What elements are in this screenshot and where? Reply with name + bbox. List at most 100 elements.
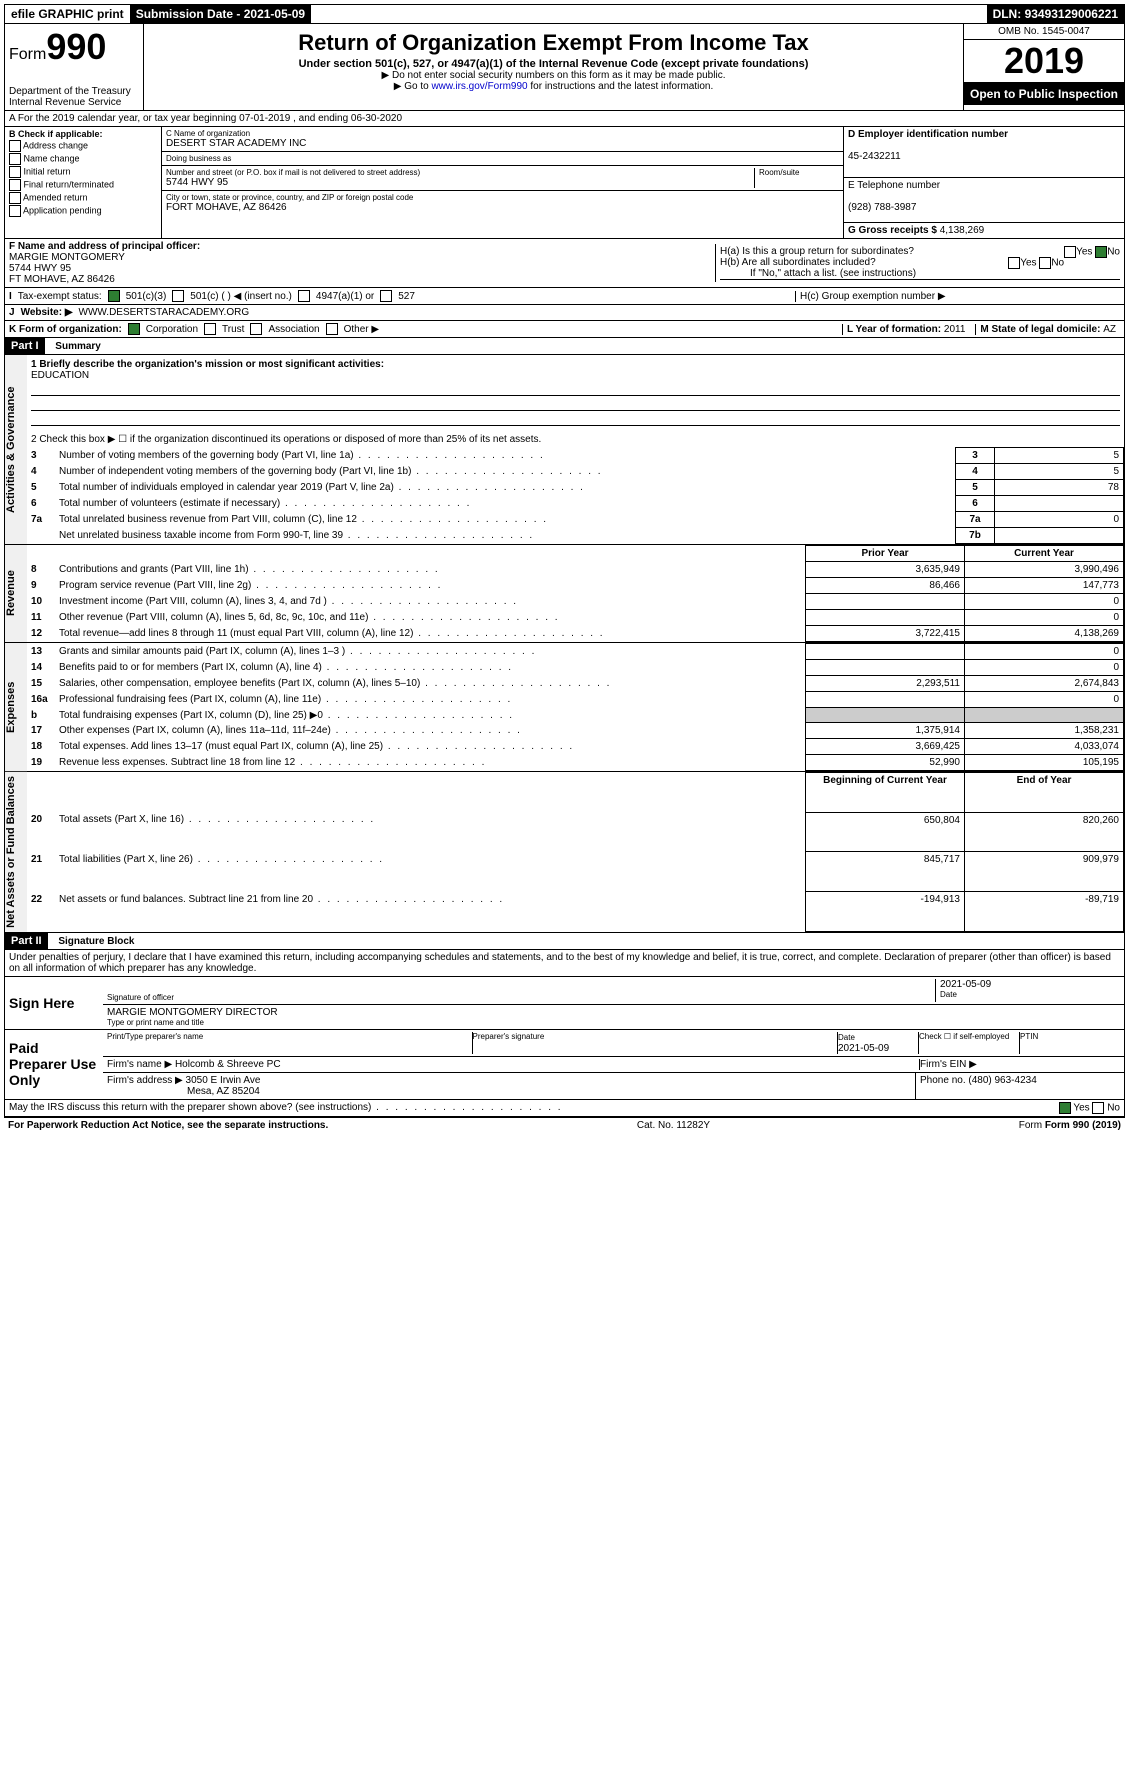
check-527[interactable] xyxy=(380,290,392,302)
table-row: 14 Benefits paid to or for members (Part… xyxy=(27,660,1124,676)
tax-year: 2019 xyxy=(964,40,1124,83)
gross-receipts-value: 4,138,269 xyxy=(940,225,985,236)
check-association[interactable] xyxy=(250,323,262,335)
part-ii-title: Signature Block xyxy=(50,936,134,947)
check-name-change[interactable]: Name change xyxy=(9,153,157,165)
table-row: 4 Number of independent voting members o… xyxy=(27,464,1124,480)
firm-address-1: 3050 E Irwin Ave xyxy=(186,1075,261,1086)
ein-cell: D Employer identification number 45-2432… xyxy=(844,127,1124,178)
discuss-with-preparer: May the IRS discuss this return with the… xyxy=(4,1100,1125,1117)
table-row: 13 Grants and similar amounts paid (Part… xyxy=(27,644,1124,660)
net-assets-table: Beginning of Current Year End of Year20 … xyxy=(27,772,1124,932)
phone-value: (928) 788-3987 xyxy=(848,202,916,213)
form-title: Return of Organization Exempt From Incom… xyxy=(148,30,959,56)
check-application-pending[interactable]: Application pending xyxy=(9,205,157,217)
street-address: 5744 HWY 95 xyxy=(166,177,754,188)
street-cell: Number and street (or P.O. box if mail i… xyxy=(162,166,843,191)
vert-expenses: Expenses xyxy=(5,643,27,771)
website-value: WWW.DESERTSTARACADEMY.ORG xyxy=(79,307,250,318)
check-other[interactable] xyxy=(326,323,338,335)
table-row: Net unrelated business taxable income fr… xyxy=(27,528,1124,544)
check-amended-return[interactable]: Amended return xyxy=(9,192,157,204)
part-ii-header: Part II xyxy=(5,933,48,949)
table-row: b Total fundraising expenses (Part IX, c… xyxy=(27,708,1124,723)
table-row: 8 Contributions and grants (Part VIII, l… xyxy=(27,562,1124,578)
tax-exempt-status: I Tax-exempt status: 501(c)(3) 501(c) ( … xyxy=(4,288,1125,305)
firm-address-2: Mesa, AZ 85204 xyxy=(107,1086,260,1097)
check-trust[interactable] xyxy=(204,323,216,335)
vert-revenue: Revenue xyxy=(5,545,27,642)
table-row: 12 Total revenue—add lines 8 through 11 … xyxy=(27,626,1124,642)
form-subtitle: Under section 501(c), 527, or 4947(a)(1)… xyxy=(148,58,959,70)
check-4947[interactable] xyxy=(298,290,310,302)
year-formation: L Year of formation: 2011 xyxy=(842,324,969,335)
table-row: 7a Total unrelated business revenue from… xyxy=(27,512,1124,528)
omb-number: OMB No. 1545-0047 xyxy=(964,24,1124,40)
check-corporation[interactable] xyxy=(128,323,140,335)
org-name-cell: C Name of organization DESERT STAR ACADE… xyxy=(162,127,843,152)
ssn-note: ▶ Do not enter social security numbers o… xyxy=(148,70,959,81)
check-initial-return[interactable]: Initial return xyxy=(9,166,157,178)
firm-name: Holcomb & Shreeve PC xyxy=(175,1059,281,1070)
revenue-table: Prior Year Current Year8 Contributions a… xyxy=(27,545,1124,642)
row-a-period: A For the 2019 calendar year, or tax yea… xyxy=(4,111,1125,127)
firm-ein-label: Firm's EIN ▶ xyxy=(920,1059,1120,1070)
top-bar: efile GRAPHIC print Submission Date - 20… xyxy=(4,4,1125,24)
col-b-checkboxes: B Check if applicable: Address change Na… xyxy=(5,127,162,238)
principal-officer: F Name and address of principal officer:… xyxy=(5,239,709,287)
group-exemption: H(c) Group exemption number ▶ xyxy=(795,291,1120,302)
firm-phone: (480) 963-4234 xyxy=(968,1075,1036,1086)
discuss-no[interactable] xyxy=(1092,1102,1104,1114)
dba-cell: Doing business as xyxy=(162,152,843,166)
dept-treasury: Department of the Treasury Internal Reve… xyxy=(9,86,139,108)
table-row: 18 Total expenses. Add lines 13–17 (must… xyxy=(27,739,1124,755)
website-row: J Website: ▶ WWW.DESERTSTARACADEMY.ORG xyxy=(4,305,1125,321)
table-row: 11 Other revenue (Part VIII, column (A),… xyxy=(27,610,1124,626)
perjury-declaration: Under penalties of perjury, I declare th… xyxy=(4,950,1125,977)
sign-here-label: Sign Here xyxy=(5,977,103,1029)
table-row: 17 Other expenses (Part IX, column (A), … xyxy=(27,723,1124,739)
expenses-table: 13 Grants and similar amounts paid (Part… xyxy=(27,643,1124,771)
city-state-zip: FORT MOHAVE, AZ 86426 xyxy=(166,202,839,213)
check-address-change[interactable]: Address change xyxy=(9,140,157,152)
table-row: 22 Net assets or fund balances. Subtract… xyxy=(27,892,1124,932)
ptin-label: PTIN xyxy=(1020,1032,1120,1054)
open-to-public: Open to Public Inspection xyxy=(964,83,1124,105)
table-row: 19 Revenue less expenses. Subtract line … xyxy=(27,755,1124,771)
ein-value: 45-2432211 xyxy=(848,151,901,162)
table-row: 16a Professional fundraising fees (Part … xyxy=(27,692,1124,708)
page-footer: For Paperwork Reduction Act Notice, see … xyxy=(4,1117,1125,1133)
city-cell: City or town, state or province, country… xyxy=(162,191,843,215)
discuss-yes[interactable] xyxy=(1059,1102,1071,1114)
form-of-org: K Form of organization: Corporation Trus… xyxy=(4,321,1125,338)
sig-date: 2021-05-09 xyxy=(940,979,1120,990)
part-i-title: Summary xyxy=(47,341,101,352)
dln: DLN: 93493129006221 xyxy=(987,5,1124,23)
check-final-return[interactable]: Final return/terminated xyxy=(9,179,157,191)
table-row: 10 Investment income (Part VIII, column … xyxy=(27,594,1124,610)
org-name: DESERT STAR ACADEMY INC xyxy=(166,138,839,149)
check-501c3[interactable] xyxy=(108,290,120,302)
instructions-link[interactable]: ▶ Go to www.irs.gov/Form990 for instruct… xyxy=(148,81,959,92)
preparer-date: 2021-05-09 xyxy=(838,1043,889,1054)
table-row: 15 Salaries, other compensation, employe… xyxy=(27,676,1124,692)
paid-preparer-label: Paid Preparer Use Only xyxy=(5,1030,103,1099)
submission-date: Submission Date - 2021-05-09 xyxy=(130,5,311,23)
entity-block: B Check if applicable: Address change Na… xyxy=(4,127,1125,239)
governance-table: 3 Number of voting members of the govern… xyxy=(27,447,1124,544)
check-501c[interactable] xyxy=(172,290,184,302)
form-number: Form990 xyxy=(9,26,139,68)
table-row: 20 Total assets (Part X, line 16)650,804… xyxy=(27,812,1124,852)
table-row: 3 Number of voting members of the govern… xyxy=(27,448,1124,464)
table-row: 5 Total number of individuals employed i… xyxy=(27,480,1124,496)
form-header: Form990 Department of the Treasury Inter… xyxy=(4,24,1125,111)
state-domicile: M State of legal domicile: AZ xyxy=(975,324,1120,335)
mission-answer: EDUCATION xyxy=(31,370,89,381)
vert-governance: Activities & Governance xyxy=(5,355,27,544)
discontinued-check: 2 Check this box ▶ ☐ if the organization… xyxy=(27,432,1124,447)
vert-net-assets: Net Assets or Fund Balances xyxy=(5,772,27,932)
group-return: H(a) Is this a group return for subordin… xyxy=(715,244,1124,282)
efile-label[interactable]: efile GRAPHIC print xyxy=(5,5,130,23)
phone-cell: E Telephone number (928) 788-3987 xyxy=(844,178,1124,223)
self-employed-check: Check ☐ if self-employed xyxy=(919,1032,1020,1054)
